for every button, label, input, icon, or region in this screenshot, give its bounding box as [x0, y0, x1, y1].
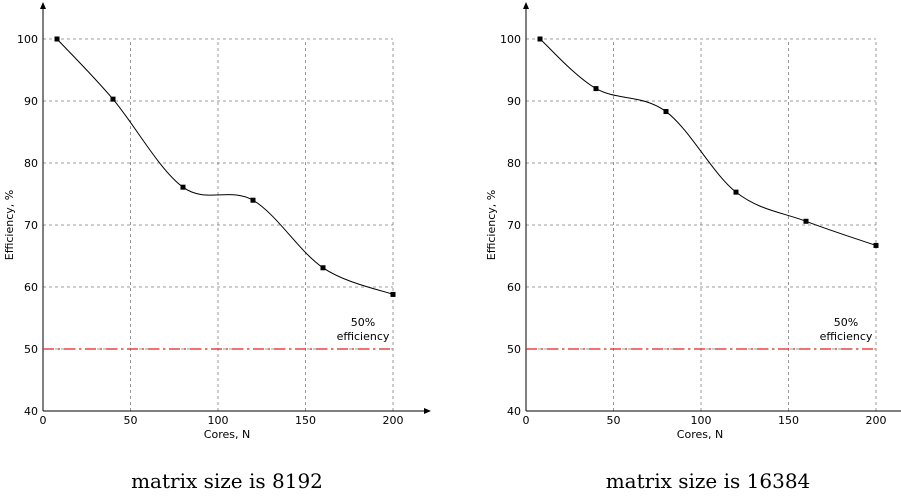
x-axis-arrow	[424, 408, 431, 414]
y-tick-label: 40	[507, 405, 521, 418]
x-tick-label: 0	[523, 414, 530, 427]
data-point	[873, 242, 879, 248]
data-point	[320, 265, 326, 271]
chart-caption: matrix size is 8192	[131, 469, 323, 493]
data-point	[110, 96, 116, 102]
data-point	[250, 197, 256, 203]
y-tick-label: 60	[507, 281, 521, 294]
x-tick-label: 100	[208, 414, 229, 427]
reference-label-line-1: 50%	[834, 316, 858, 329]
chart-panel-1: 40 50 60 70 80 90 100 0 50 100 150 200 Cores, N Effic…	[3, 2, 431, 493]
y-tick-label: 90	[24, 95, 38, 108]
y-tick-label: 60	[24, 281, 38, 294]
y-axis-arrow	[523, 2, 529, 9]
x-tick-label: 200	[866, 414, 887, 427]
x-axis-label: Cores, N	[677, 428, 723, 441]
y-tick-label: 70	[24, 219, 38, 232]
y-tick-label: 40	[24, 405, 38, 418]
data-point	[803, 218, 809, 224]
y-tick-label: 70	[507, 219, 521, 232]
data-point	[663, 109, 669, 115]
y-tick-label: 100	[17, 33, 38, 46]
data-point	[180, 184, 186, 190]
y-axis-label: Efficiency, %	[485, 190, 498, 260]
y-tick-label: 80	[507, 157, 521, 170]
data-point	[390, 291, 396, 297]
x-tick-label: 150	[295, 414, 316, 427]
chart-caption: matrix size is 16384	[606, 469, 811, 493]
reference-label-line-2: efficiency	[337, 330, 390, 343]
chart-panel-2: 40 50 60 70 80 90 100 0 50 100 150 200 Cores, N Effic…	[485, 2, 901, 493]
x-tick-label: 100	[691, 414, 712, 427]
y-tick-label: 80	[24, 157, 38, 170]
x-tick-label: 50	[124, 414, 138, 427]
data-point	[593, 86, 599, 92]
y-tick-label: 90	[507, 95, 521, 108]
data-point	[537, 36, 543, 42]
x-tick-label: 50	[607, 414, 621, 427]
y-axis-arrow	[40, 2, 46, 9]
reference-label-line-2: efficiency	[820, 330, 873, 343]
x-tick-label: 0	[40, 414, 47, 427]
efficiency-curve	[539, 38, 877, 246]
x-axis-label: Cores, N	[204, 428, 250, 441]
data-point	[733, 189, 739, 195]
efficiency-curve	[56, 38, 394, 295]
y-tick-label: 50	[24, 343, 38, 356]
y-axis-label: Efficiency, %	[3, 190, 16, 260]
x-tick-label: 200	[383, 414, 404, 427]
reference-label-line-1: 50%	[351, 316, 375, 329]
data-point	[54, 36, 60, 42]
y-tick-label: 100	[500, 33, 521, 46]
x-tick-label: 150	[778, 414, 799, 427]
y-tick-label: 50	[507, 343, 521, 356]
